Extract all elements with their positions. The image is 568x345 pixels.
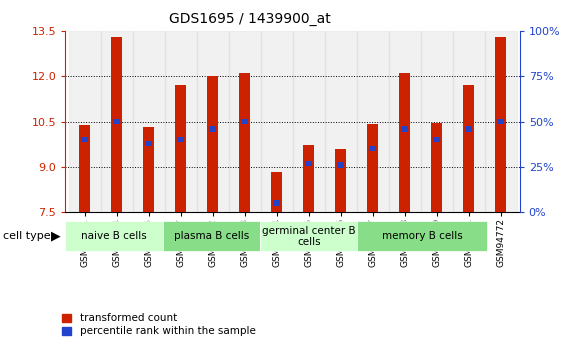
- Bar: [495, 37, 506, 212]
- Bar: [271, 172, 282, 212]
- Text: plasma B cells: plasma B cells: [174, 231, 249, 241]
- Bar: [293, 31, 324, 212]
- Bar: [101, 31, 132, 212]
- Bar: [335, 149, 346, 212]
- Text: naive B cells: naive B cells: [81, 231, 147, 241]
- Bar: [303, 145, 314, 212]
- Bar: [111, 37, 122, 212]
- Bar: [357, 221, 487, 251]
- Bar: [207, 76, 218, 212]
- Bar: [465, 126, 471, 131]
- Bar: [69, 31, 101, 212]
- Bar: [337, 162, 344, 168]
- Bar: [79, 125, 90, 212]
- Bar: [389, 31, 420, 212]
- Bar: [145, 141, 152, 146]
- Bar: [498, 119, 504, 124]
- Bar: [177, 137, 183, 142]
- Bar: [453, 31, 485, 212]
- Bar: [431, 123, 442, 212]
- Text: cell type: cell type: [3, 231, 51, 241]
- Bar: [485, 31, 516, 212]
- Bar: [114, 119, 120, 124]
- Text: germinal center B
cells: germinal center B cells: [262, 226, 356, 247]
- Bar: [399, 73, 410, 212]
- Bar: [210, 126, 216, 131]
- Bar: [402, 126, 408, 131]
- Bar: [165, 31, 197, 212]
- Bar: [433, 137, 440, 142]
- Bar: [132, 31, 165, 212]
- Legend: transformed count, percentile rank within the sample: transformed count, percentile rank withi…: [62, 313, 256, 336]
- Bar: [324, 31, 357, 212]
- Bar: [81, 137, 87, 142]
- Bar: [239, 73, 250, 212]
- Bar: [260, 221, 357, 251]
- Bar: [357, 31, 389, 212]
- Bar: [367, 124, 378, 212]
- Text: memory B cells: memory B cells: [382, 231, 463, 241]
- Bar: [143, 127, 154, 212]
- Bar: [306, 160, 312, 166]
- Bar: [228, 31, 261, 212]
- Bar: [197, 31, 228, 212]
- Text: GDS1695 / 1439900_at: GDS1695 / 1439900_at: [169, 12, 331, 26]
- Bar: [420, 31, 453, 212]
- Bar: [175, 86, 186, 212]
- Bar: [162, 221, 260, 251]
- Text: ▶: ▶: [51, 230, 60, 243]
- Bar: [273, 200, 279, 206]
- Bar: [261, 31, 293, 212]
- Bar: [241, 119, 248, 124]
- Bar: [65, 221, 162, 251]
- Bar: [463, 86, 474, 212]
- Bar: [369, 146, 375, 151]
